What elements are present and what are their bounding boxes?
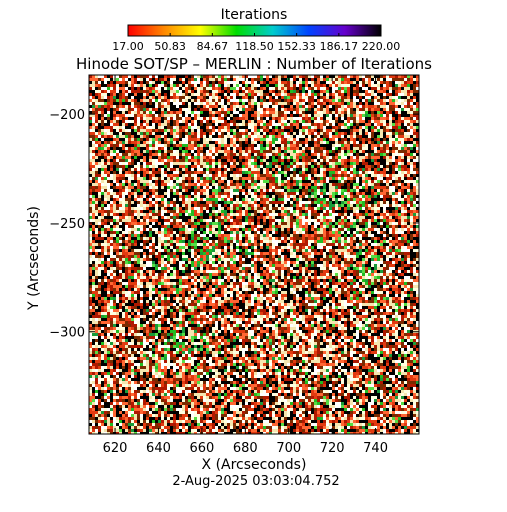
y-tick-label: −250 [49, 217, 85, 232]
colorbar-tick-label: 84.67 [197, 40, 229, 53]
x-tick-label: 740 [363, 441, 388, 456]
heatmap-plot-area [89, 75, 419, 434]
y-axis-ticks: −200 −250 −300 [49, 108, 419, 341]
colorbar-tick-label: 50.83 [154, 40, 186, 53]
x-tick-label: 620 [103, 441, 128, 456]
timestamp: 2-Aug-2025 03:03:04.752 [172, 474, 339, 489]
x-tick-label: 720 [320, 441, 345, 456]
x-tick-label: 700 [276, 441, 301, 456]
y-tick-label: −300 [49, 326, 85, 341]
x-tick-label: 640 [146, 441, 171, 456]
x-axis-label: X (Arcseconds) [202, 457, 307, 473]
chart-title: Hinode SOT/SP – MERLIN : Number of Itera… [76, 55, 432, 73]
x-tick-label: 680 [233, 441, 258, 456]
colorbar-tick-labels: 17.00 50.83 84.67 118.50 152.33 186.17 220.00 [112, 33, 400, 53]
colorbar-tick-label: 220.00 [362, 40, 401, 53]
colorbar-tick-label: 118.50 [235, 40, 274, 53]
colorbar-label: Iterations [221, 7, 288, 23]
y-tick-label: −200 [49, 108, 85, 123]
colorbar-tick-label: 17.00 [112, 40, 144, 53]
x-tick-label: 660 [189, 441, 214, 456]
colorbar-tick-label: 152.33 [277, 40, 316, 53]
x-axis-ticks: 620 640 660 680 700 720 740 [103, 75, 388, 456]
heatmap-cells [89, 75, 419, 434]
plot-frame [88, 74, 420, 435]
y-axis-label: Y (Arcseconds) [26, 206, 42, 311]
colorbar-tick-label: 186.17 [320, 40, 359, 53]
